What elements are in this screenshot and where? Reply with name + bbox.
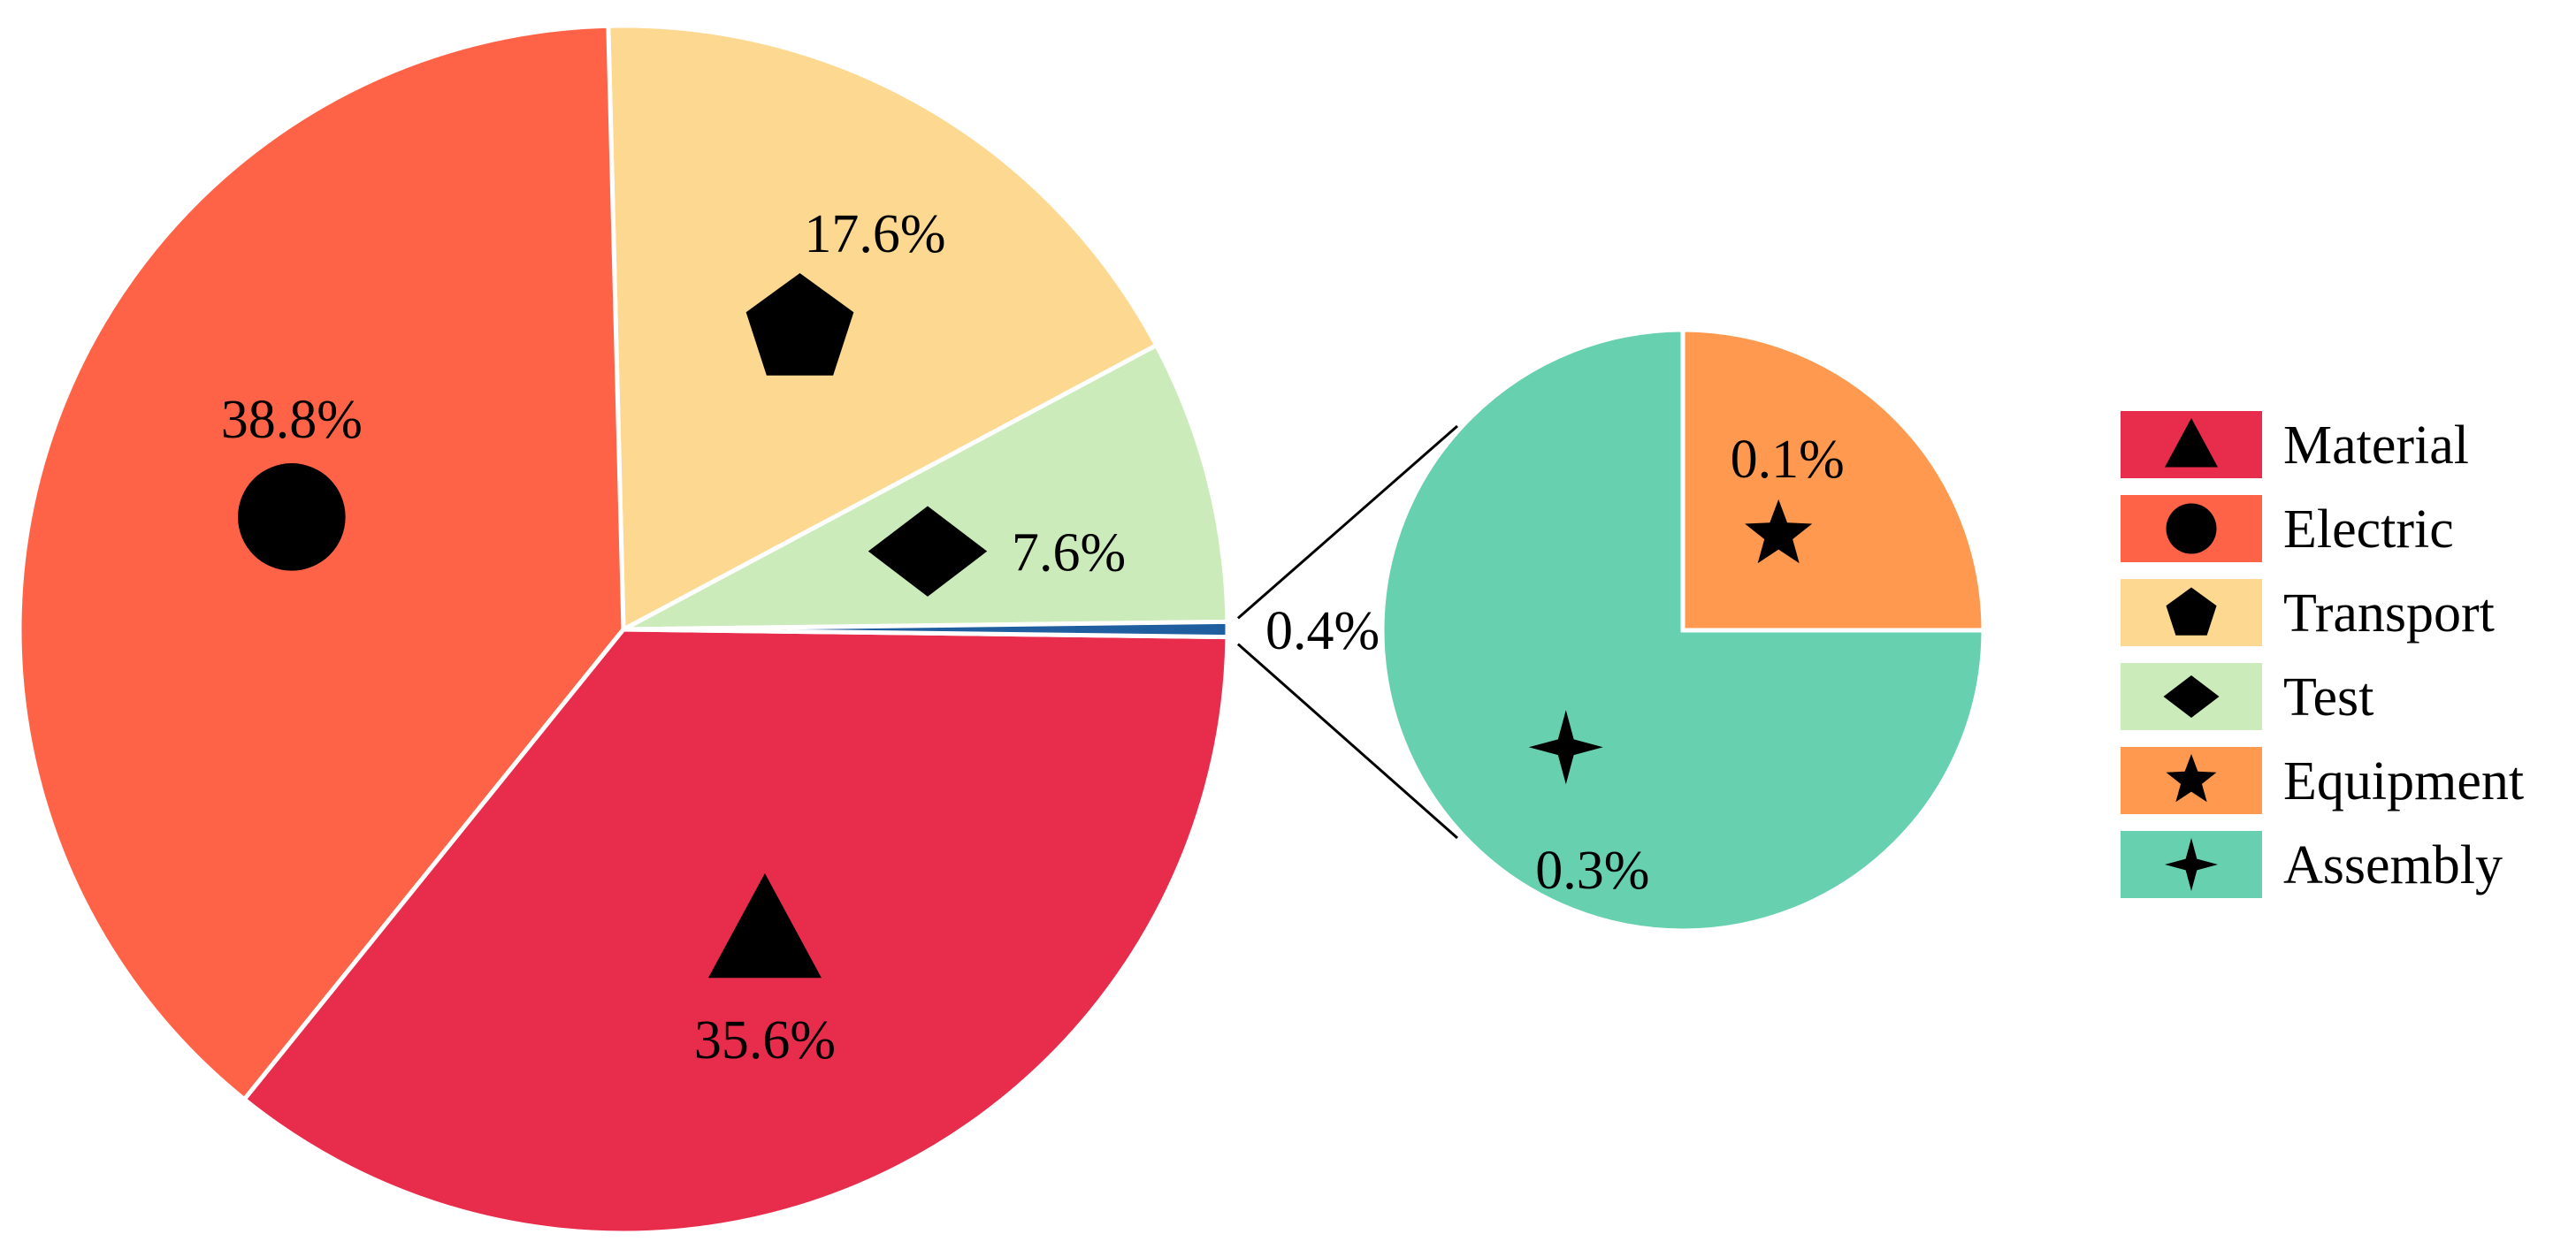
breakdown-label-equipment: 0.1%: [1731, 430, 1845, 490]
connector-lines: [1236, 424, 1458, 840]
legend-label: Test: [2283, 667, 2373, 728]
connector-line-bottom: [1236, 643, 1458, 840]
connector-line-top: [1236, 424, 1458, 620]
slice-test: [622, 342, 1230, 632]
slice-other: [623, 619, 1230, 640]
legend-item-test: Test: [2121, 663, 2373, 730]
legend: Material Electric Transport Test Equipment As…: [2121, 411, 2524, 898]
legend-item-assembly: Assembly: [2121, 831, 2503, 898]
legend-item-electric: Electric: [2121, 495, 2454, 562]
slice-transport: [606, 23, 1159, 634]
marker-star-icon: [1745, 499, 1813, 564]
legend-pentagon-icon: [2166, 587, 2217, 636]
legend-label: Assembly: [2283, 835, 2503, 895]
breakdown-label-assembly: 0.3%: [1535, 841, 1649, 901]
legend-item-equipment: Equipment: [2121, 747, 2524, 814]
legend-circle-icon: [2166, 503, 2217, 554]
slice-label-other: 0.4%: [1265, 601, 1380, 661]
main-pie: 7.6% 17.6% 38.8% 35.6% 0.4%: [17, 23, 1380, 1236]
slice-electric: [17, 23, 626, 1103]
legend-triangle-icon: [2165, 418, 2218, 468]
legend-star-icon: [2166, 754, 2217, 803]
legend-label: Electric: [2283, 499, 2454, 560]
marker-diamond-icon: [868, 506, 988, 597]
slice-label-electric: 38.8%: [221, 390, 363, 450]
legend-item-material: Material: [2121, 411, 2469, 478]
breakdown-slice-assembly: [1380, 327, 1986, 933]
legend-diamond-icon: [2163, 675, 2220, 718]
legend-label: Equipment: [2283, 751, 2524, 811]
marker-triangle-icon: [707, 872, 822, 979]
marker-circle-icon: [238, 463, 346, 571]
legend-star4-icon: [2165, 838, 2218, 891]
slice-label-transport: 17.6%: [804, 204, 945, 264]
breakdown-slice-equipment: [1680, 327, 1986, 633]
slice-label-test: 7.6%: [1012, 523, 1126, 583]
breakdown-pie: 0.1% 0.3%: [1380, 327, 1986, 933]
marker-star4-icon: [1528, 710, 1603, 785]
slice-label-material: 35.6%: [694, 1010, 836, 1070]
legend-label: Material: [2283, 415, 2469, 476]
legend-label: Transport: [2283, 583, 2495, 644]
legend-item-transport: Transport: [2121, 579, 2495, 646]
marker-pentagon-icon: [745, 272, 854, 376]
